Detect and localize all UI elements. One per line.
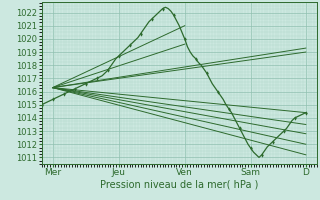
X-axis label: Pression niveau de la mer( hPa ): Pression niveau de la mer( hPa ) [100,180,258,190]
